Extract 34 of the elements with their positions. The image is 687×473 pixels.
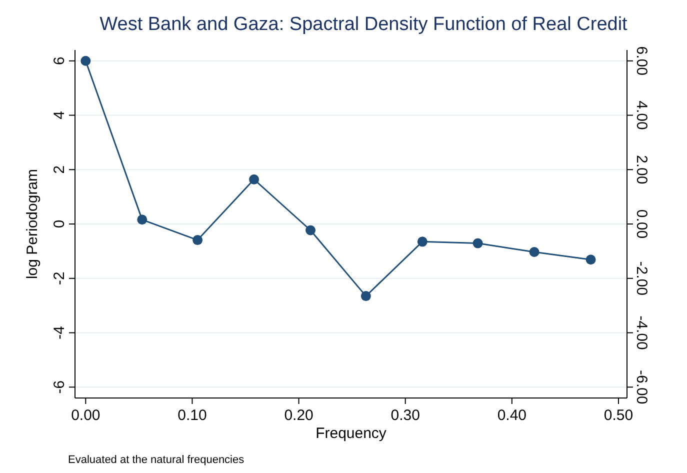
x-tick-label: 0.20 [284,407,314,424]
point [192,235,203,246]
point [137,214,148,225]
y-axis-title: log Periodogram [24,168,41,280]
x-tick-label: 0.00 [71,407,100,424]
point [417,236,428,247]
y-tick-label: 2 [51,165,68,174]
point [529,247,540,258]
y2-tick-label: 0.00 [633,209,650,239]
y2-tick-label: 2.00 [633,155,650,184]
text: Evaluated at the natural frequencies [68,454,245,466]
y-tick-label: -4 [51,326,68,340]
point [80,56,91,66]
chart-title: West Bank and Gaza: Spactral Density Function of Real Credit [100,14,628,35]
y-tick-label: 6 [51,56,68,66]
y2-tick-label: -2.00 [633,261,650,296]
x-tick-label: 0.50 [604,407,634,424]
y-tick-label: -2 [51,272,68,286]
x-tick-label: 0.40 [497,407,527,424]
point [472,238,483,248]
y-tick-label: 0 [51,220,68,228]
x-tick-label: 0.30 [390,407,420,424]
y2-tick-label: -6.00 [633,370,650,404]
x-tick-label: 0.10 [178,407,207,424]
y2-tick-label: -4.00 [633,316,650,350]
point [249,174,260,184]
y2-tick-label: 4.00 [633,100,650,130]
y-tick-label: -6 [51,380,68,394]
y-tick-label: 4 [51,111,68,120]
point [360,291,371,302]
y2-tick-label: 6.00 [633,46,650,76]
x-axis-title: Frequency [316,425,387,442]
point [306,225,316,236]
point [586,254,596,265]
